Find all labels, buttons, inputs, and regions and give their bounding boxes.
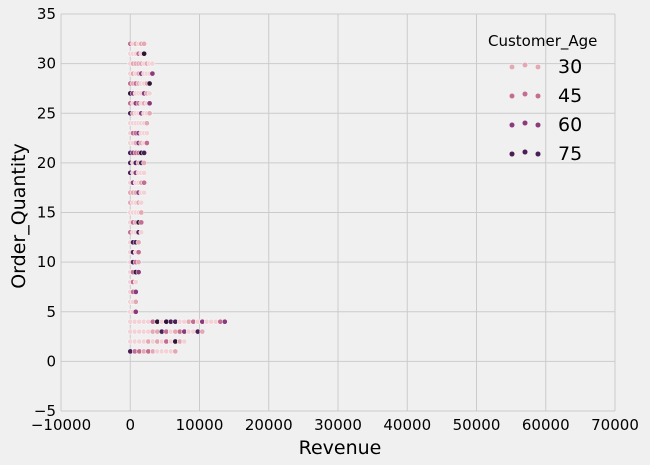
y-tick-label: 15 bbox=[37, 204, 56, 222]
y-tick-label: 30 bbox=[37, 55, 56, 73]
data-point bbox=[135, 269, 142, 275]
legend-marker bbox=[508, 63, 516, 71]
data-point bbox=[141, 150, 147, 156]
data-point bbox=[138, 229, 145, 236]
x-tick-label: 20000 bbox=[245, 416, 293, 434]
x-tick-label: 0 bbox=[125, 416, 135, 434]
legend: Customer_Age 30 45 60 75 bbox=[488, 32, 597, 165]
legend-label: 75 bbox=[558, 143, 582, 165]
legend-marker bbox=[521, 119, 529, 127]
data-point bbox=[141, 40, 147, 47]
data-point bbox=[144, 140, 150, 146]
legend-marker bbox=[521, 61, 529, 69]
data-point bbox=[146, 100, 153, 107]
x-tick-label: 40000 bbox=[383, 416, 431, 434]
data-point bbox=[141, 50, 147, 57]
legend-marker bbox=[534, 121, 542, 129]
data-point bbox=[144, 130, 150, 136]
x-axis-ticks: −10000 0 10000 20000 30000 40000 50000 60000 700… bbox=[31, 416, 639, 434]
legend-label: 30 bbox=[558, 56, 582, 78]
scatter-points bbox=[127, 40, 228, 355]
x-tick-label: 50000 bbox=[453, 416, 501, 434]
data-point bbox=[146, 80, 153, 87]
legend-label: 60 bbox=[558, 114, 582, 136]
legend-marker bbox=[508, 92, 516, 100]
y-tick-label: 35 bbox=[37, 5, 56, 23]
x-tick-label: 10000 bbox=[176, 416, 224, 434]
legend-marker bbox=[534, 150, 542, 158]
x-tick-label: 60000 bbox=[522, 416, 570, 434]
y-tick-label: 25 bbox=[37, 104, 56, 122]
legend-marker bbox=[508, 121, 516, 129]
y-tick-label: 10 bbox=[37, 253, 56, 271]
data-point bbox=[132, 308, 139, 315]
data-point bbox=[132, 279, 139, 285]
y-tick-label: 5 bbox=[46, 303, 56, 321]
legend-marker bbox=[521, 90, 529, 98]
data-point bbox=[146, 90, 153, 97]
x-axis-label: Revenue bbox=[299, 437, 382, 459]
data-point bbox=[181, 338, 188, 345]
data-point bbox=[132, 298, 139, 305]
data-point bbox=[138, 219, 145, 226]
legend-marker bbox=[508, 150, 516, 158]
data-point bbox=[221, 318, 228, 325]
data-point bbox=[149, 60, 156, 67]
y-tick-label: 0 bbox=[46, 352, 56, 370]
data-point bbox=[141, 160, 147, 166]
data-point bbox=[141, 189, 147, 196]
data-point bbox=[135, 239, 142, 246]
data-point bbox=[144, 120, 150, 127]
grid bbox=[60, 13, 616, 412]
data-point bbox=[135, 259, 142, 265]
data-point bbox=[172, 348, 179, 355]
data-point bbox=[141, 179, 147, 186]
legend-marker bbox=[534, 63, 542, 71]
x-tick-label: −10000 bbox=[31, 416, 91, 434]
y-axis-ticks: −5 0 5 10 15 20 25 30 35 bbox=[34, 5, 56, 420]
data-point bbox=[146, 110, 153, 117]
legend-marker bbox=[534, 92, 542, 100]
legend-label: 45 bbox=[558, 85, 582, 107]
legend-marker bbox=[521, 148, 529, 156]
data-point bbox=[132, 289, 139, 295]
y-tick-label: 20 bbox=[37, 154, 56, 172]
legend-title: Customer_Age bbox=[488, 32, 597, 51]
data-point bbox=[138, 199, 145, 206]
y-axis-label: Order_Quantity bbox=[8, 143, 30, 289]
y-tick-label: −5 bbox=[34, 402, 56, 420]
data-point bbox=[135, 249, 142, 256]
data-point bbox=[141, 169, 147, 176]
data-point bbox=[199, 328, 206, 335]
data-point bbox=[138, 209, 145, 216]
data-point bbox=[149, 70, 156, 77]
x-tick-label: 30000 bbox=[314, 416, 362, 434]
x-tick-label: 70000 bbox=[591, 416, 639, 434]
